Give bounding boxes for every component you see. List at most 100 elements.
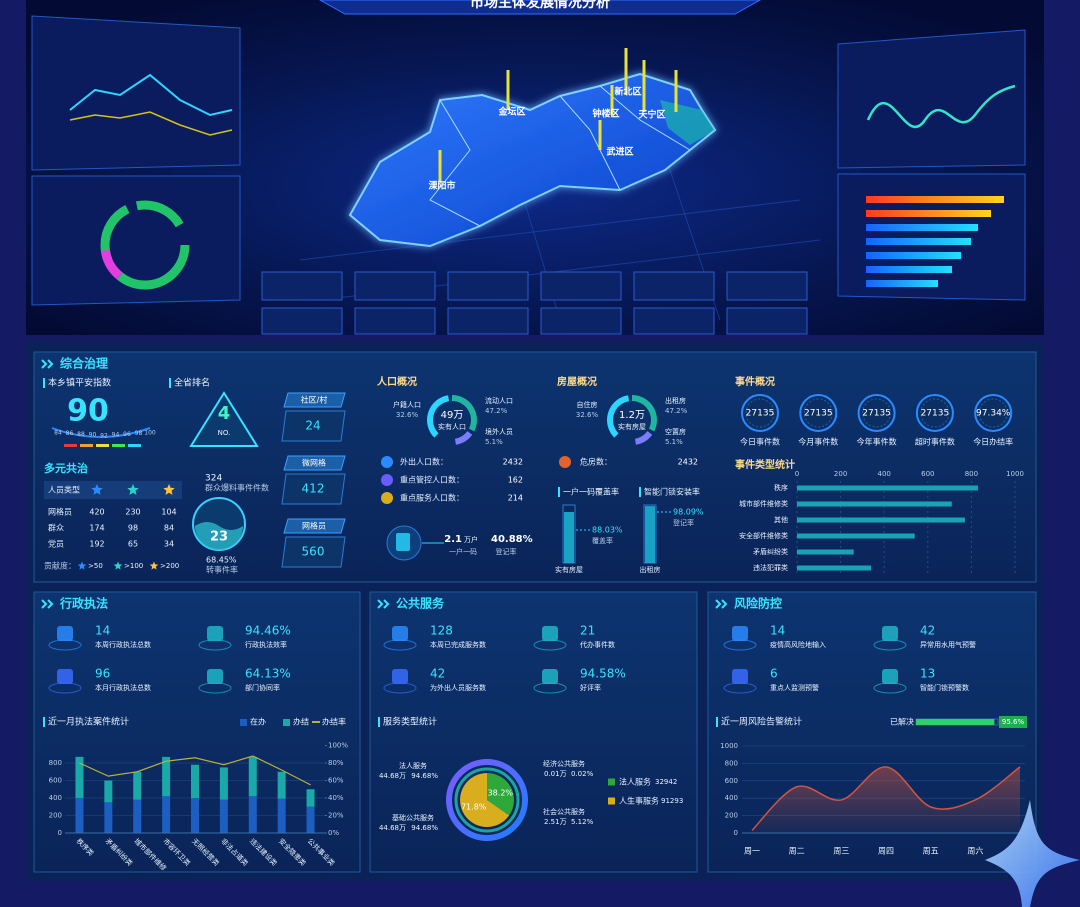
district-label: 金坛区	[497, 106, 525, 118]
bar	[104, 780, 113, 803]
bar	[75, 798, 84, 833]
bar	[191, 798, 199, 833]
y-tick-label: 600	[725, 777, 738, 785]
event-value: 27135	[804, 409, 833, 419]
map-pins	[438, 48, 678, 182]
stat-value: 96	[95, 667, 110, 681]
star-icon	[77, 561, 87, 570]
bar	[162, 796, 171, 833]
stat-label: 为外出人员服务数	[430, 683, 486, 692]
gauge-value: 88.03%	[592, 526, 623, 535]
grid-unit-value: 412	[302, 482, 325, 496]
table-cell: 党员	[48, 539, 64, 549]
subtitle: 全省排名	[174, 377, 210, 389]
section-title: 人口概况	[377, 375, 417, 388]
grid-unit-label: 微网格	[302, 458, 326, 468]
bar	[219, 799, 228, 833]
event-value: 27135	[862, 409, 891, 419]
stat-label: 智能门锁预警数	[920, 683, 969, 692]
event-ring	[915, 394, 954, 432]
table-cell: 网格员	[48, 507, 72, 517]
event-label: 超时事件数	[915, 437, 955, 447]
events-wave	[195, 522, 243, 550]
stat-label: 好评率	[580, 683, 601, 692]
hero: 市场主体发展情况分析	[26, 0, 1044, 335]
icon	[57, 626, 73, 641]
grid-unit-box	[281, 473, 346, 505]
donut-segment	[634, 430, 653, 445]
callout-label: 法人服务	[399, 761, 427, 770]
legend-swatch	[608, 797, 615, 805]
code-rate-label: 登记率	[496, 547, 517, 556]
bar	[133, 799, 142, 833]
panel-title: 公共服务	[396, 596, 445, 611]
table-cell: 84	[164, 524, 174, 533]
stat-label: 行政执法效率	[245, 640, 287, 649]
bar	[797, 533, 915, 539]
icon	[732, 669, 748, 684]
donut-segment-label: 户籍人口	[393, 400, 421, 409]
callout-label: 基础公共服务	[392, 813, 434, 822]
deco-line	[69, 73, 233, 117]
stat-value: 6	[770, 667, 778, 681]
gauge-scale: 100	[144, 429, 156, 436]
reports-label: 群众爆料事件件数	[205, 483, 269, 493]
gauge-caption: 出租房	[640, 565, 661, 574]
grid-unit-tab	[283, 455, 346, 471]
callout-label: 经济公共服务	[543, 759, 585, 768]
bar	[277, 771, 286, 799]
table-title: 多元共治	[44, 461, 88, 475]
x-tick-label: 周二	[789, 847, 805, 856]
gauge-value: 98.09%	[673, 508, 704, 517]
table-cell: 34	[164, 540, 174, 549]
icon	[882, 669, 898, 684]
side-panels	[31, 15, 1026, 306]
bar	[104, 802, 113, 833]
donut-total: 49万	[441, 410, 464, 421]
x-tick-label: 400	[878, 470, 891, 478]
stat-value: 2432	[503, 458, 523, 467]
y-tick-label: 秩序	[774, 483, 788, 492]
legend-swatch	[240, 719, 247, 726]
subtitle-marker	[639, 487, 641, 497]
x-tick-label: 周五	[923, 847, 939, 856]
pie-outer-ring	[446, 759, 528, 841]
bar	[133, 771, 142, 800]
progress-badge	[999, 716, 1027, 728]
panel-chevron	[41, 599, 54, 609]
section-title: 事件类型统计	[735, 458, 795, 471]
pie-slice	[460, 773, 510, 827]
icon	[207, 669, 223, 684]
event-ring	[799, 394, 838, 432]
star-icon	[91, 484, 103, 495]
district-label: 武进区	[606, 146, 633, 158]
table-cell: 104	[161, 508, 176, 517]
x-tick-label: 周四	[878, 847, 894, 856]
star-icon	[163, 484, 175, 495]
stat-icon	[381, 492, 393, 504]
event-ring	[857, 394, 896, 432]
progress-value: 95.6%	[1002, 718, 1025, 726]
legend-count: 91293	[661, 797, 683, 805]
stat-label: 本月行政执法总数	[95, 683, 151, 692]
stat-value: 21	[580, 624, 595, 638]
event-ring-inner	[862, 398, 892, 428]
donut-segment-label: 境外人员	[485, 427, 513, 436]
y-tick-label: 0	[734, 829, 738, 837]
gauge-scale: 92	[100, 433, 108, 440]
y-tick-label: 800	[49, 759, 62, 767]
ranking-triangle	[189, 391, 259, 447]
event-value: 97.34%	[976, 409, 1011, 419]
donut-segment	[427, 395, 450, 438]
donut-segment-value: 5.1%	[665, 438, 683, 446]
bar	[219, 767, 228, 800]
stat-label: 本周行政执法总数	[95, 640, 151, 649]
stat-value: 162	[508, 476, 523, 485]
gauge-fill	[564, 511, 574, 563]
bar	[162, 756, 171, 797]
pie-ring	[454, 767, 520, 833]
district-label: 新北区	[614, 86, 641, 98]
y-tick-label: 0	[58, 829, 62, 837]
map-border	[559, 95, 621, 191]
